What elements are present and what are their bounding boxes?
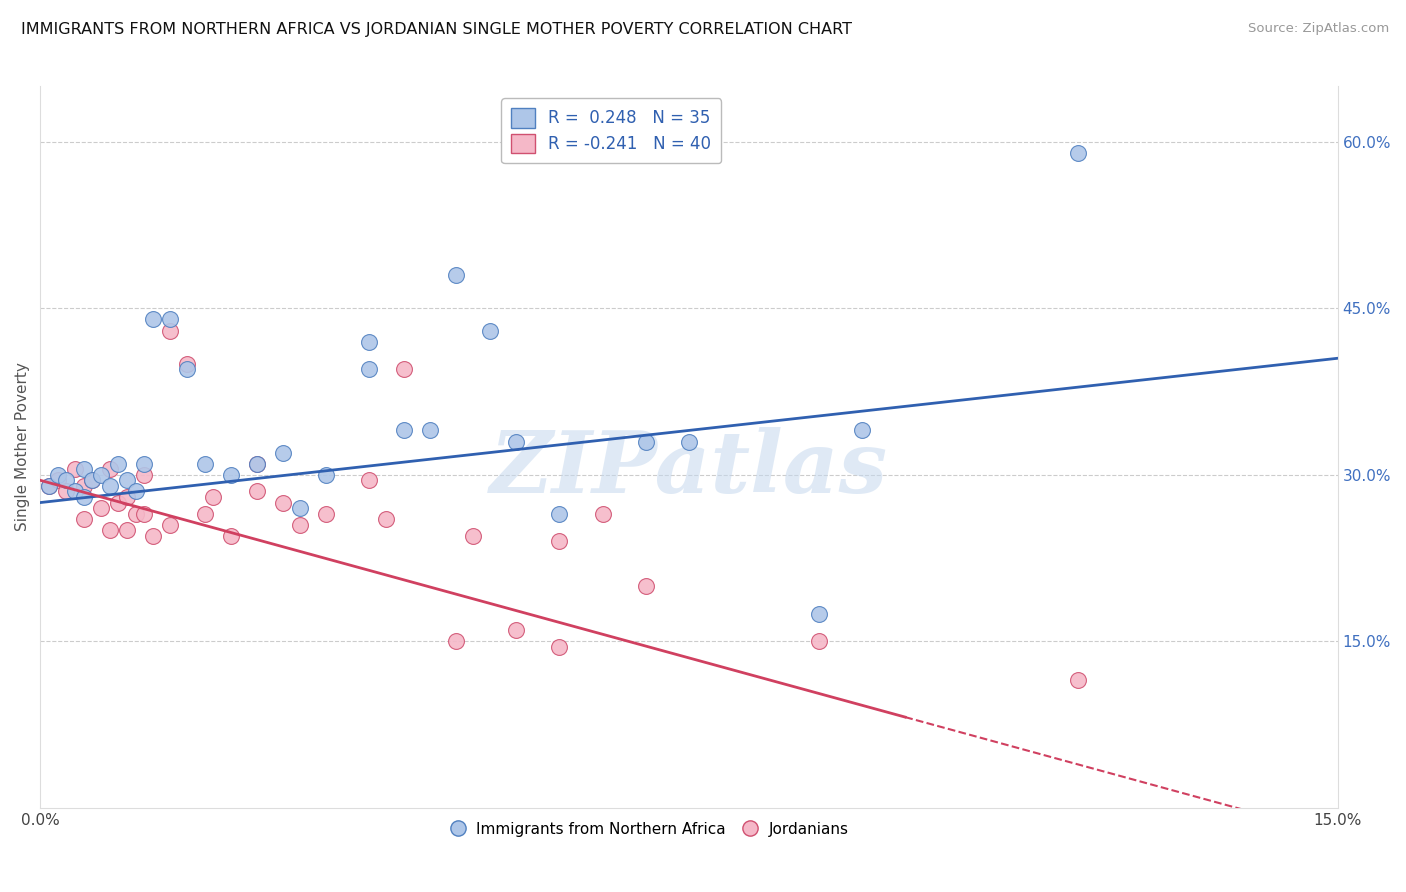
Text: Source: ZipAtlas.com: Source: ZipAtlas.com — [1249, 22, 1389, 36]
Point — [98, 462, 121, 476]
Point — [505, 434, 527, 449]
Point — [38, 479, 60, 493]
Point — [63, 462, 86, 476]
Point — [90, 501, 112, 516]
Y-axis label: Single Mother Poverty: Single Mother Poverty — [15, 363, 30, 532]
Point — [288, 501, 311, 516]
Point — [246, 457, 269, 471]
Point — [219, 467, 242, 482]
Point — [634, 579, 657, 593]
Point — [461, 529, 484, 543]
Point — [634, 434, 657, 449]
Point — [90, 467, 112, 482]
Point — [271, 445, 294, 459]
Point — [63, 484, 86, 499]
Point — [55, 474, 77, 488]
Point — [73, 490, 96, 504]
Point — [444, 634, 467, 648]
Point — [115, 523, 138, 537]
Point — [98, 523, 121, 537]
Point — [592, 507, 614, 521]
Point — [246, 484, 269, 499]
Legend: Immigrants from Northern Africa, Jordanians: Immigrants from Northern Africa, Jordani… — [446, 816, 855, 844]
Text: IMMIGRANTS FROM NORTHERN AFRICA VS JORDANIAN SINGLE MOTHER POVERTY CORRELATION C: IMMIGRANTS FROM NORTHERN AFRICA VS JORDA… — [21, 22, 852, 37]
Point — [107, 457, 129, 471]
Point — [159, 517, 181, 532]
Point — [1067, 145, 1090, 160]
Point — [98, 479, 121, 493]
Point — [678, 434, 700, 449]
Point — [851, 424, 873, 438]
Point — [73, 479, 96, 493]
Point — [392, 424, 415, 438]
Point — [46, 474, 69, 488]
Point — [73, 512, 96, 526]
Point — [548, 640, 571, 654]
Point — [479, 324, 502, 338]
Point — [55, 484, 77, 499]
Point — [548, 534, 571, 549]
Point — [115, 490, 138, 504]
Point — [315, 467, 337, 482]
Point — [115, 474, 138, 488]
Point — [548, 507, 571, 521]
Point — [807, 607, 830, 621]
Point — [219, 529, 242, 543]
Point — [505, 623, 527, 637]
Point — [419, 424, 441, 438]
Point — [194, 457, 217, 471]
Point — [357, 362, 380, 376]
Point — [807, 634, 830, 648]
Point — [142, 529, 165, 543]
Point — [375, 512, 398, 526]
Point — [82, 474, 104, 488]
Point — [134, 457, 156, 471]
Point — [107, 495, 129, 509]
Point — [176, 357, 198, 371]
Point — [124, 484, 146, 499]
Point — [357, 474, 380, 488]
Point — [315, 507, 337, 521]
Point — [134, 467, 156, 482]
Point — [73, 462, 96, 476]
Point — [271, 495, 294, 509]
Point — [176, 362, 198, 376]
Point — [124, 507, 146, 521]
Point — [357, 334, 380, 349]
Point — [392, 362, 415, 376]
Point — [46, 467, 69, 482]
Point — [288, 517, 311, 532]
Point — [134, 507, 156, 521]
Point — [202, 490, 225, 504]
Point — [246, 457, 269, 471]
Point — [159, 324, 181, 338]
Point — [38, 479, 60, 493]
Point — [159, 312, 181, 326]
Text: ZIPatlas: ZIPatlas — [489, 427, 889, 510]
Point — [1067, 673, 1090, 687]
Point — [444, 268, 467, 282]
Point — [82, 474, 104, 488]
Point — [142, 312, 165, 326]
Point — [194, 507, 217, 521]
